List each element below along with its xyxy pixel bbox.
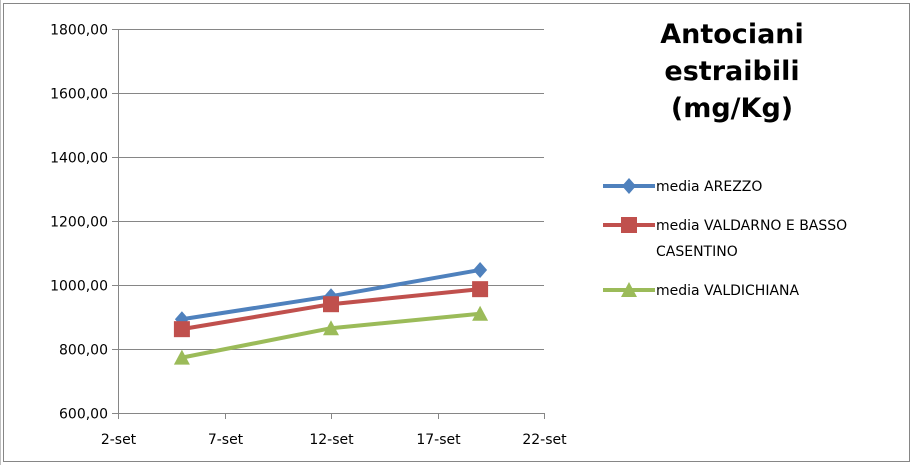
chart-border: [3, 3, 910, 462]
data-point: [323, 296, 339, 313]
data-point: [472, 281, 489, 298]
legend-item: media VALDICHIANA: [603, 282, 800, 299]
legend-swatch-marker: [621, 282, 637, 297]
x-tick-label: 17-set: [416, 432, 461, 448]
chart-title-line: (mg/Kg): [671, 93, 793, 124]
data-point: [173, 321, 190, 338]
chart-title-line: Antociani: [660, 19, 804, 50]
y-tick-labels: 600,00 800,00 1000,00 1200,00 1400,00 1600,00…: [50, 23, 108, 423]
series-2: [173, 305, 489, 365]
x-tick-label: 2-set: [101, 432, 137, 448]
y-tick-label: 1800,00: [50, 23, 108, 39]
legend-swatch-marker: [621, 217, 637, 233]
legend-label: media VALDICHIANA: [656, 283, 800, 299]
series-group: [173, 261, 489, 365]
axes: [118, 29, 545, 419]
y-tick-label: 600,00: [59, 407, 108, 423]
chart-title: Antociani estraibili (mg/Kg): [660, 19, 804, 124]
x-tick-label: 12-set: [309, 432, 354, 448]
y-tick-label: 1600,00: [50, 87, 108, 103]
legend-item: media VALDARNO E BASSO CASENTINO: [603, 217, 847, 260]
legend: media AREZZO media VALDARNO E BASSO CASENT…: [603, 178, 847, 299]
legend-swatch-marker: [622, 178, 636, 194]
y-tick-label: 800,00: [59, 343, 108, 359]
legend-item: media AREZZO: [603, 178, 762, 195]
y-tick-label: 1000,00: [50, 279, 108, 295]
y-tick-label: 1400,00: [50, 151, 108, 167]
x-tick-label: 7-set: [208, 432, 244, 448]
x-tick-labels: 2-set 7-set 12-set 17-set 22-set: [101, 432, 567, 448]
legend-label: CASENTINO: [656, 244, 738, 260]
data-point: [323, 320, 339, 336]
y-tick-label: 1200,00: [50, 215, 108, 231]
legend-label: media VALDARNO E BASSO: [656, 218, 847, 234]
data-point: [173, 349, 190, 365]
data-point: [472, 305, 489, 321]
legend-label: media AREZZO: [656, 179, 762, 195]
x-tick-label: 22-set: [522, 432, 567, 448]
series-1: [173, 281, 489, 338]
data-point: [473, 261, 488, 278]
chart-title-line: estraibili: [664, 56, 799, 87]
